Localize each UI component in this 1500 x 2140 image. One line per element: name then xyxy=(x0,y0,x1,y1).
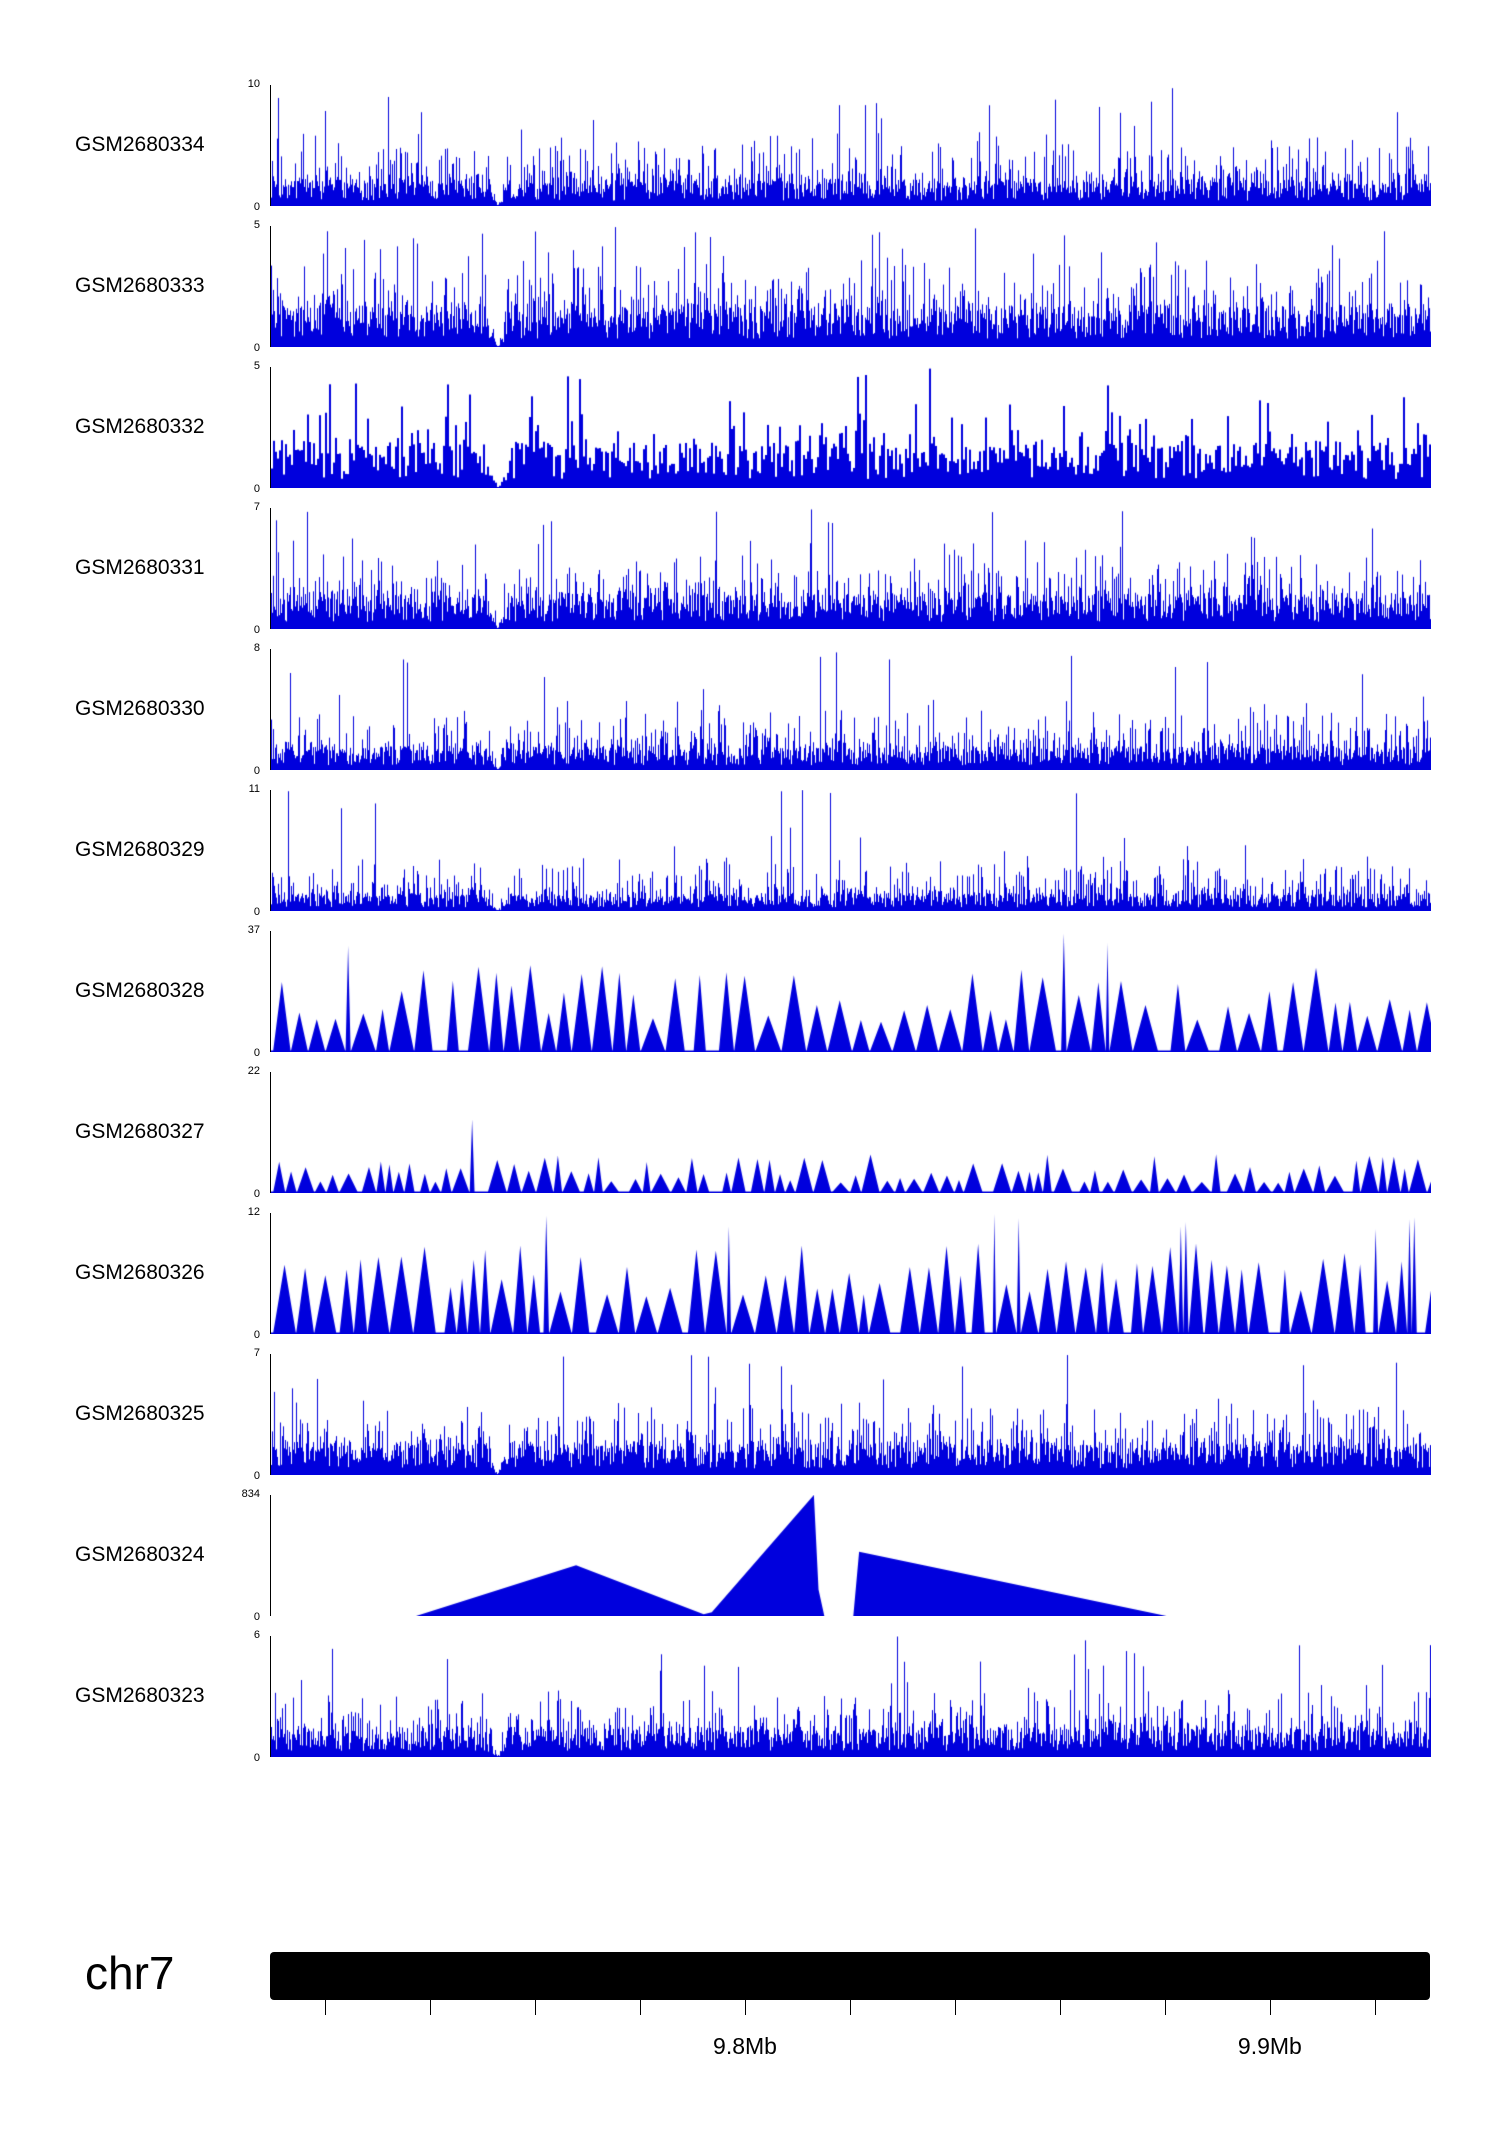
chromosome-ideogram-bar xyxy=(270,1952,1430,2000)
ruler-tick xyxy=(850,2000,851,2015)
ruler-tick xyxy=(430,2000,432,2015)
track-label: GSM2680330 xyxy=(75,697,205,720)
chromosome-label: chr7 xyxy=(85,1947,175,1999)
y-axis-max-label: 10 xyxy=(247,78,260,90)
signal-track: GSM2680333 5 0 xyxy=(0,219,1500,354)
track-plot-area xyxy=(270,649,1432,770)
signal-canvas xyxy=(271,931,1431,1052)
ruler-tick-label: 9.8Mb xyxy=(713,2033,777,2059)
track-label: GSM2680334 xyxy=(75,133,205,156)
y-axis-zero-label: 0 xyxy=(253,342,260,354)
y-axis-zero-label: 0 xyxy=(253,201,260,213)
ruler-tick xyxy=(1164,2000,1166,2015)
signal-canvas xyxy=(271,1213,1431,1334)
signal-track: GSM2680328 37 0 xyxy=(0,924,1500,1059)
ruler-tick xyxy=(1269,2000,1271,2015)
track-label: GSM2680327 xyxy=(75,1120,205,1143)
y-axis-zero-label: 0 xyxy=(253,1047,260,1059)
ruler-tick xyxy=(745,2000,746,2015)
track-plot-area xyxy=(270,1636,1432,1757)
y-axis-zero-label: 0 xyxy=(253,1188,260,1200)
y-axis-max-label: 7 xyxy=(253,501,260,513)
track-plot-area xyxy=(270,1072,1432,1193)
signal-canvas xyxy=(271,790,1431,911)
track-plot-area xyxy=(270,790,1432,911)
signal-track: GSM2680325 7 0 xyxy=(0,1347,1500,1482)
signal-track: GSM2680329 11 0 xyxy=(0,783,1500,918)
signal-canvas xyxy=(271,649,1431,770)
ruler-tick xyxy=(535,2000,537,2015)
ruler-tick-label: 9.9Mb xyxy=(1237,2033,1302,2059)
signal-track: GSM2680323 6 0 xyxy=(0,1629,1500,1764)
signal-canvas xyxy=(271,367,1431,488)
y-axis-zero-label: 0 xyxy=(253,483,260,495)
y-axis-max-label: 22 xyxy=(247,1065,260,1077)
signal-track: GSM2680327 22 0 xyxy=(0,1065,1500,1200)
y-axis-max-label: 12 xyxy=(247,1206,260,1218)
signal-track: GSM2680324 834 0 xyxy=(0,1488,1500,1623)
y-axis-zero-label: 0 xyxy=(253,624,260,636)
signal-canvas xyxy=(271,1495,1431,1616)
signal-canvas xyxy=(271,1072,1431,1193)
track-plot-area xyxy=(270,1495,1432,1616)
signal-canvas xyxy=(271,85,1431,206)
track-label: GSM2680329 xyxy=(75,838,205,861)
track-plot-area xyxy=(270,367,1432,488)
track-plot-area xyxy=(270,1213,1432,1334)
signal-track: GSM2680332 5 0 xyxy=(0,360,1500,495)
signal-canvas xyxy=(271,226,1431,347)
signal-track: GSM2680334 10 0 xyxy=(0,78,1500,213)
ruler-tick xyxy=(1060,2000,1061,2015)
track-label: GSM2680326 xyxy=(75,1261,205,1284)
y-axis-max-label: 5 xyxy=(253,219,260,231)
signal-canvas xyxy=(271,1636,1431,1757)
y-axis-zero-label: 0 xyxy=(253,765,260,777)
track-plot-area xyxy=(270,226,1432,347)
track-label: GSM2680324 xyxy=(75,1543,205,1566)
signal-canvas xyxy=(271,508,1431,629)
y-axis-zero-label: 0 xyxy=(253,1470,260,1482)
signal-canvas xyxy=(271,1354,1431,1475)
track-label: GSM2680333 xyxy=(75,274,205,297)
track-plot-area xyxy=(270,1354,1432,1475)
ruler-tick xyxy=(640,2000,641,2015)
track-plot-area xyxy=(270,508,1432,629)
ruler-tick xyxy=(1374,2000,1376,2015)
track-label: GSM2680325 xyxy=(75,1402,205,1425)
y-axis-zero-label: 0 xyxy=(253,1611,260,1623)
track-label: GSM2680331 xyxy=(75,556,205,579)
y-axis-max-label: 5 xyxy=(253,360,260,372)
ruler-tick xyxy=(325,2000,327,2015)
y-axis-max-label: 11 xyxy=(248,783,260,795)
y-axis-zero-label: 0 xyxy=(253,1329,260,1341)
y-axis-max-label: 7 xyxy=(253,1347,260,1359)
y-axis-max-label: 8 xyxy=(253,642,260,654)
y-axis-zero-label: 0 xyxy=(253,906,260,918)
ruler-tick xyxy=(955,2000,956,2015)
signal-track: GSM2680331 7 0 xyxy=(0,501,1500,636)
signal-track: GSM2680326 12 0 xyxy=(0,1206,1500,1341)
y-axis-max-label: 6 xyxy=(253,1629,260,1641)
y-axis-max-label: 834 xyxy=(241,1488,260,1500)
track-label: GSM2680323 xyxy=(75,1684,205,1707)
y-axis-zero-label: 0 xyxy=(253,1752,260,1764)
signal-track: GSM2680330 8 0 xyxy=(0,642,1500,777)
track-plot-area xyxy=(270,85,1432,206)
y-axis-max-label: 37 xyxy=(247,924,260,936)
track-plot-area xyxy=(270,931,1432,1052)
track-label: GSM2680328 xyxy=(75,979,205,1002)
track-label: GSM2680332 xyxy=(75,415,205,438)
